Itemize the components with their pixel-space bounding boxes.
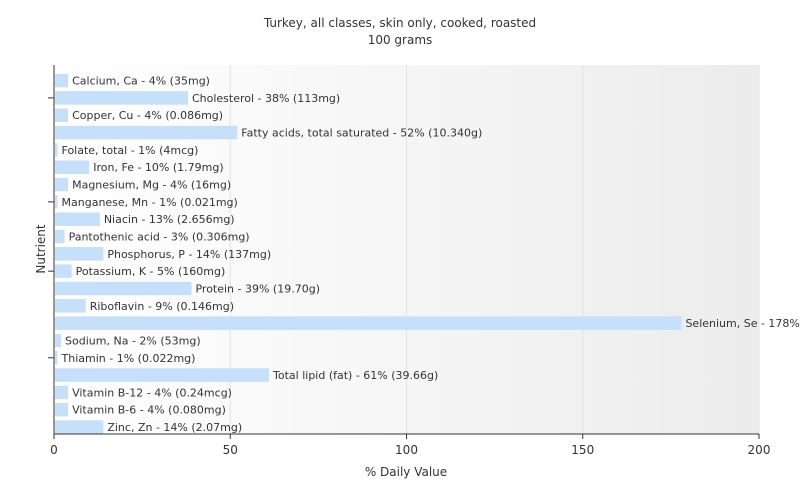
y-axis-label: Nutrient	[34, 224, 48, 274]
bars	[55, 73, 682, 434]
bar-label: Selenium, Se - 178% (124.3mcg)	[685, 317, 800, 330]
bar-labels: Calcium, Ca - 4% (35mg) Cholesterol - 38%…	[61, 75, 800, 434]
bar	[55, 299, 86, 313]
x-tick-label: 0	[50, 443, 58, 457]
bar	[55, 247, 104, 261]
bar	[55, 212, 100, 226]
x-axis-label: % Daily Value	[365, 465, 447, 479]
bar-label: Phosphorus, P - 14% (137mg)	[107, 248, 271, 261]
bar-label: Magnesium, Mg - 4% (16mg)	[72, 179, 231, 192]
bar-label: Copper, Cu - 4% (0.086mg)	[72, 109, 223, 122]
bar-label: Potassium, K - 5% (160mg)	[76, 265, 226, 278]
bar	[55, 143, 58, 157]
bar	[55, 368, 270, 382]
bar-label: Thiamin - 1% (0.022mg)	[61, 352, 196, 365]
bar-label: Cholesterol - 38% (113mg)	[192, 92, 340, 105]
bar-label: Iron, Fe - 10% (1.79mg)	[93, 161, 223, 174]
x-ticks: 0 50 100 150 200	[50, 434, 770, 457]
y-ticks	[48, 97, 54, 359]
bar	[55, 91, 188, 105]
bar	[55, 281, 192, 296]
bar	[55, 229, 65, 244]
bar	[55, 160, 90, 174]
bar	[55, 420, 104, 434]
bar-label: Fatty acids, total saturated - 52% (10.3…	[241, 127, 482, 140]
bar-label: Pantothenic acid - 3% (0.306mg)	[69, 231, 250, 244]
bar-label: Vitamin B-12 - 4% (0.24mcg)	[72, 386, 232, 399]
bar-label: Niacin - 13% (2.656mg)	[104, 213, 235, 226]
x-tick-label: 50	[223, 443, 238, 457]
bar-label: Manganese, Mn - 1% (0.021mg)	[62, 196, 238, 209]
bar	[55, 402, 69, 417]
bar-label: Sodium, Na - 2% (53mg)	[65, 334, 201, 347]
bar-label: Total lipid (fat) - 61% (39.66g)	[272, 369, 438, 382]
bar	[55, 177, 69, 192]
bar-label: Zinc, Zn - 14% (2.07mg)	[107, 421, 242, 434]
x-tick-label: 150	[571, 443, 594, 457]
bar	[55, 264, 72, 278]
x-tick-label: 200	[748, 443, 771, 457]
bar-label: Calcium, Ca - 4% (35mg)	[72, 75, 210, 88]
bar-label: Protein - 39% (19.70g)	[195, 282, 320, 295]
x-tick-label: 100	[395, 443, 418, 457]
bar-label: Folate, total - 1% (4mcg)	[62, 144, 199, 157]
bar-label: Riboflavin - 9% (0.146mg)	[90, 300, 234, 313]
chart-subtitle: 100 grams	[368, 33, 433, 47]
bar	[55, 333, 62, 348]
chart-title: Turkey, all classes, skin only, cooked, …	[263, 16, 536, 30]
bar	[55, 125, 238, 140]
bar	[55, 316, 682, 330]
bar	[55, 73, 69, 88]
bar	[55, 385, 69, 400]
bar	[55, 195, 58, 209]
bar	[55, 108, 69, 122]
bar-label: Vitamin B-6 - 4% (0.080mg)	[72, 404, 226, 417]
bar	[55, 351, 58, 365]
